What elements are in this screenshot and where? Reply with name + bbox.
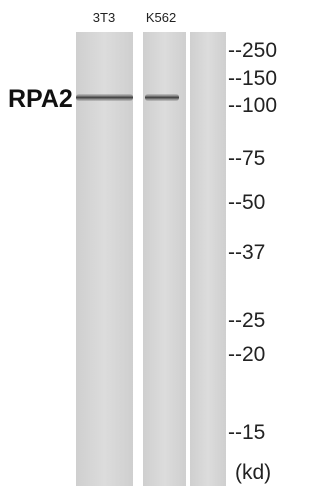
- marker-label: --50: [228, 191, 265, 214]
- page: 3T3 K562 RPA2 (kd) --250 --150 --100 --75 --…: [0, 0, 320, 486]
- marker-label: --150: [228, 67, 277, 90]
- lane: [190, 32, 226, 486]
- band: [76, 94, 133, 101]
- marker-label: --25: [228, 309, 265, 332]
- marker-label: --75: [228, 147, 265, 170]
- marker-label: --250: [228, 39, 277, 62]
- band: [145, 94, 179, 101]
- marker-label: --100: [228, 94, 277, 117]
- lane-label: 3T3: [93, 10, 115, 25]
- lane-label: K562: [146, 10, 176, 25]
- marker-label: --37: [228, 241, 265, 264]
- marker-label: --20: [228, 343, 265, 366]
- blot-figure: 3T3 K562 RPA2 (kd) --250 --150 --100 --75 --…: [0, 0, 302, 486]
- protein-label: RPA2: [8, 85, 73, 113]
- marker-label: --15: [228, 421, 265, 444]
- unit-label: (kd): [235, 461, 271, 484]
